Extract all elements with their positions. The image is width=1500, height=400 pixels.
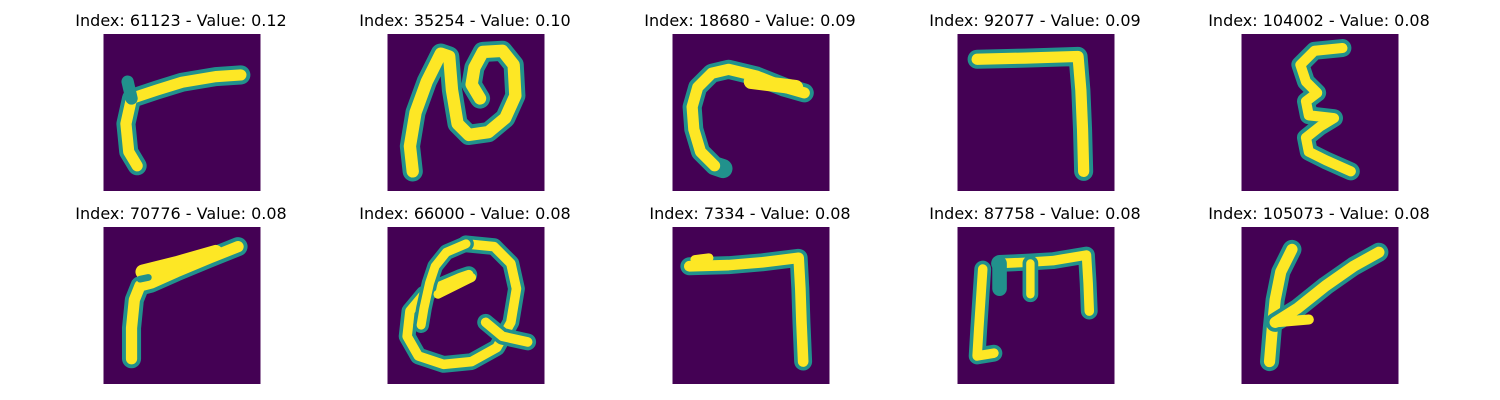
image-panel: Index: 18680 - Value: 0.09 [620, 9, 880, 191]
handwritten-glyph-image [957, 34, 1115, 191]
panel-title: Index: 18680 - Value: 0.09 [644, 11, 856, 30]
image-panel: Index: 35254 - Value: 0.10 [335, 9, 595, 191]
image-panel: Index: 70776 - Value: 0.08 [51, 202, 311, 384]
image-panel: Index: 66000 - Value: 0.08 [335, 202, 595, 384]
image-panel: Index: 105073 - Value: 0.08 [1189, 202, 1449, 384]
panel-title: Index: 35254 - Value: 0.10 [359, 11, 571, 30]
image-panel: Index: 87758 - Value: 0.08 [905, 202, 1165, 384]
panel-title: Index: 7334 - Value: 0.08 [649, 204, 851, 223]
panel-title: Index: 70776 - Value: 0.08 [75, 204, 287, 223]
panel-title: Index: 105073 - Value: 0.08 [1208, 204, 1430, 223]
image-panel: Index: 92077 - Value: 0.09 [905, 9, 1165, 191]
handwritten-glyph-image [387, 227, 545, 384]
panel-title: Index: 92077 - Value: 0.09 [929, 11, 1141, 30]
handwritten-glyph-image [1241, 227, 1399, 384]
handwritten-glyph-image [672, 34, 830, 191]
panel-title: Index: 87758 - Value: 0.08 [929, 204, 1141, 223]
image-panel: Index: 61123 - Value: 0.12 [51, 9, 311, 191]
panel-title: Index: 66000 - Value: 0.08 [359, 204, 571, 223]
handwritten-glyph-image [957, 227, 1115, 384]
image-panel: Index: 104002 - Value: 0.08 [1189, 9, 1449, 191]
panel-title: Index: 104002 - Value: 0.08 [1208, 11, 1430, 30]
handwritten-glyph-image [103, 227, 261, 384]
handwritten-glyph-image [387, 34, 545, 191]
panel-title: Index: 61123 - Value: 0.12 [75, 11, 287, 30]
handwritten-glyph-image [672, 227, 830, 384]
handwritten-glyph-image [103, 34, 261, 191]
handwritten-glyph-image [1241, 34, 1399, 191]
image-panel: Index: 7334 - Value: 0.08 [620, 202, 880, 384]
